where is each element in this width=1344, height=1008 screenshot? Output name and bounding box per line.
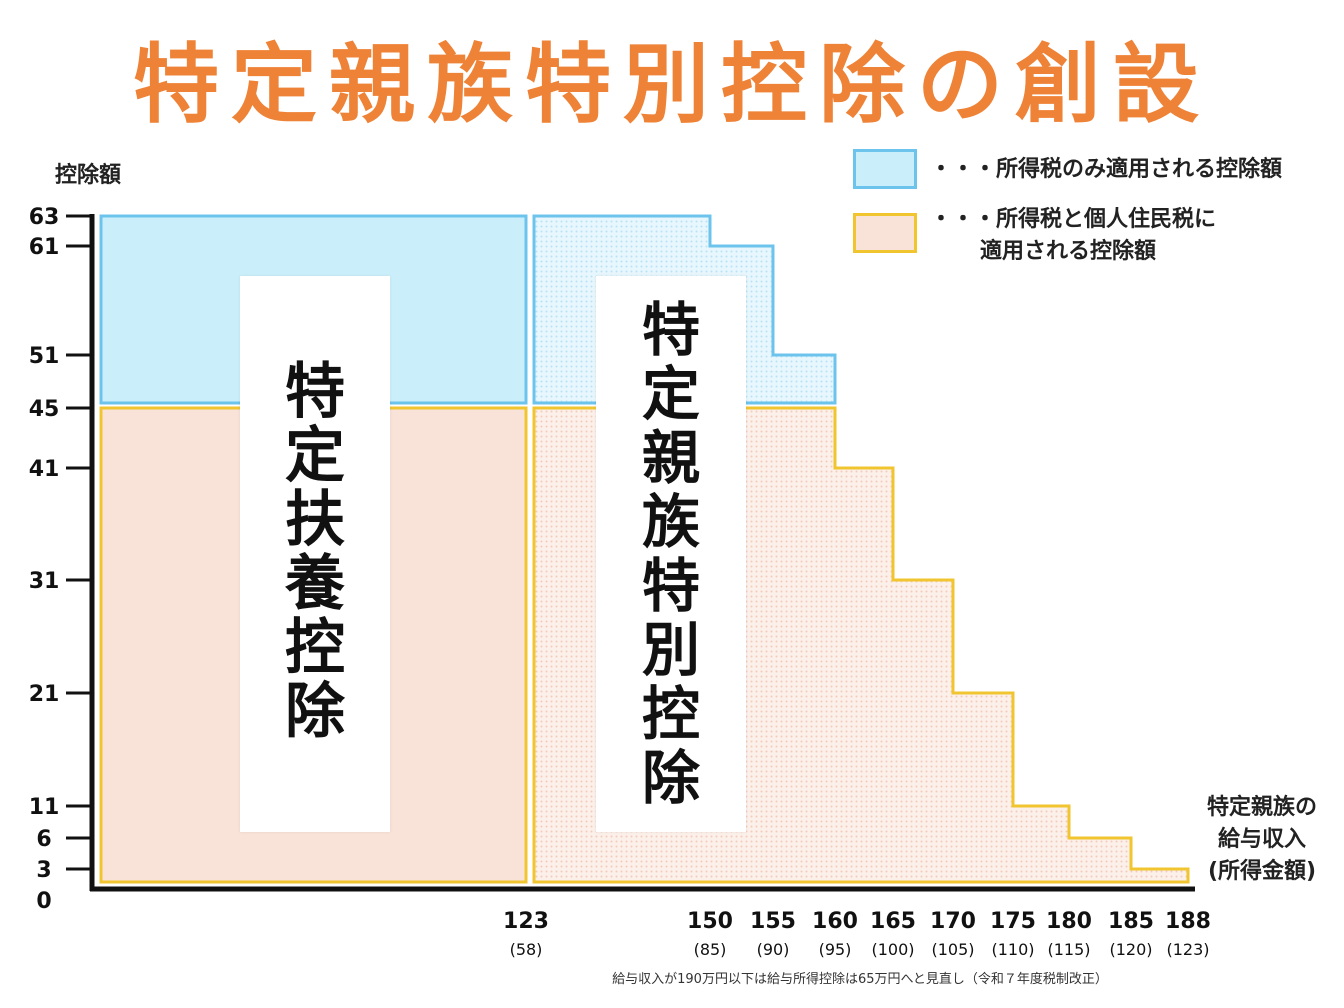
y-axis-label: 控除額 (55, 162, 121, 188)
y-tick-label: 0 (36, 889, 51, 914)
x-tick-label: 170 (930, 909, 976, 934)
y-tick-label: 6 (36, 827, 51, 852)
footnote: 給与収入が190万円以下は給与所得控除は65万円へと見直し（令和７年度税制改正） (612, 972, 1108, 987)
legend-swatch-income-tax (853, 149, 917, 189)
legend-swatch-both-taxes (853, 213, 917, 253)
x-tick-label: 175 (990, 909, 1036, 934)
y-tick-label: 51 (29, 344, 60, 369)
legend-label-income-tax: ・・・所得税のみ適用される控除額 (930, 157, 1283, 182)
legend-label-both-taxes-line2: 適用される控除額 (980, 239, 1157, 264)
x-tick-label: 155 (750, 909, 796, 934)
x-tick-sublabel: (95) (819, 940, 852, 959)
x-axis-label-line: 特定親族の (1207, 794, 1317, 820)
fuyo-label: 特定扶養控除 (285, 357, 345, 747)
ticks-layer: 0 3 6 11 21 31 41 45 51 61 63 123 (58) 150 (85) 155 (90)… (29, 205, 1211, 959)
x-tick-sublabel: (85) (694, 940, 727, 959)
x-tick-sublabel: (123) (1166, 940, 1209, 959)
y-tick-label: 61 (29, 235, 60, 260)
page-title: 特定親族特別控除の創設 (133, 35, 1211, 135)
x-tick-label: 160 (812, 909, 858, 934)
fuyo-label-panel: 特定扶養控除 (240, 276, 390, 832)
y-tick-label: 11 (29, 795, 60, 820)
x-tick-label: 150 (687, 909, 733, 934)
x-tick-sublabel: (105) (931, 940, 974, 959)
x-tick-sublabel: (58) (510, 940, 543, 959)
x-tick-label: 185 (1108, 909, 1154, 934)
x-tick-sublabel: (100) (871, 940, 914, 959)
y-tick-label: 21 (29, 682, 60, 707)
x-tick-sublabel: (120) (1109, 940, 1152, 959)
y-tick-label: 63 (29, 205, 60, 230)
x-tick-sublabel: (90) (757, 940, 790, 959)
y-tick-label: 45 (29, 397, 60, 422)
y-tick-label: 3 (36, 858, 51, 883)
x-tick-sublabel: (115) (1047, 940, 1090, 959)
tokubetsu-label: 特定親族特別控除 (641, 296, 700, 812)
x-tick-label: 123 (503, 909, 549, 934)
x-tick-label: 165 (870, 909, 916, 934)
x-axis-label-line: (所得金額) (1208, 858, 1316, 884)
y-tick-label: 31 (29, 569, 60, 594)
x-tick-label: 188 (1165, 909, 1211, 934)
x-tick-label: 180 (1046, 909, 1092, 934)
legend-label-both-taxes: ・・・所得税と個人住民税に (930, 207, 1217, 232)
x-axis-label-line: 給与収入 (1218, 826, 1306, 852)
x-tick-sublabel: (110) (991, 940, 1034, 959)
tokubetsu-label-panel: 特定親族特別控除 (596, 276, 746, 832)
y-tick-label: 41 (29, 457, 60, 482)
